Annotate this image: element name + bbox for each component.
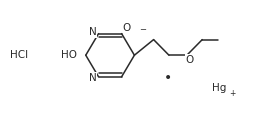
Text: HO: HO [61,50,77,60]
Text: HCl: HCl [10,50,28,60]
Text: •: • [164,71,172,85]
Text: N: N [89,27,97,37]
Text: O: O [185,55,194,65]
Text: −: − [140,25,146,34]
Text: +: + [229,89,236,98]
Text: N: N [89,73,97,83]
Text: Hg: Hg [212,83,227,93]
Text: O: O [123,23,131,33]
